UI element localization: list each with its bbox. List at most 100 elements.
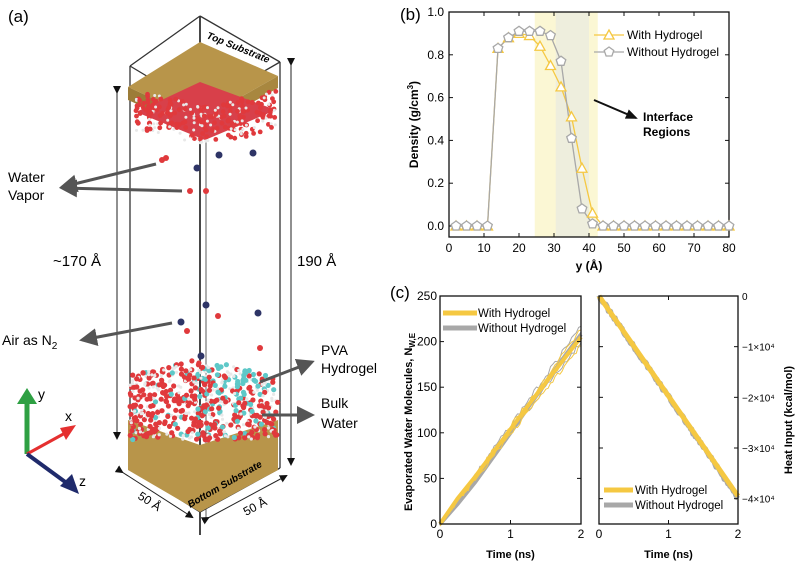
bulk-atom <box>134 384 140 390</box>
water-atom <box>200 140 204 144</box>
bulk-atom <box>183 368 189 374</box>
water-atom <box>259 113 265 119</box>
water-vapor-arrow-2 <box>59 179 183 198</box>
bulk-atom <box>177 391 181 395</box>
water-atom <box>266 122 271 127</box>
water-atom <box>270 96 275 101</box>
bulk-atom <box>206 368 212 374</box>
bulk-atom <box>129 428 135 434</box>
bulk-atom <box>152 392 158 398</box>
series-line-with-hydrogel <box>438 335 583 526</box>
water-atom <box>147 117 151 121</box>
bulk-atom <box>245 397 249 401</box>
bulk-atom <box>151 435 155 439</box>
bulk-atom <box>263 415 267 419</box>
data-point-without-hydrogel <box>639 220 651 231</box>
data-point-without-hydrogel <box>723 220 735 231</box>
water-atom <box>266 113 272 119</box>
water-atom <box>228 134 234 140</box>
bulk-atom <box>197 393 203 400</box>
air-arrow <box>79 321 173 347</box>
x-tick-label: 2 <box>735 527 742 541</box>
bulk-atom <box>162 368 166 372</box>
water-atom <box>198 108 204 113</box>
data-point-without-hydrogel <box>523 25 536 36</box>
water-atom <box>239 132 243 136</box>
bulk-atom <box>248 389 254 395</box>
water-atom <box>228 100 232 104</box>
y-tick-label: −2×10⁴ <box>742 393 775 404</box>
height-inner-label: ~170 Å <box>53 253 101 270</box>
water-atom <box>201 113 207 119</box>
water-atom <box>153 126 157 130</box>
bulk-atom <box>216 405 222 411</box>
bulk-atom <box>151 385 155 389</box>
water-atom <box>189 107 192 111</box>
data-point-with-hydrogel <box>554 80 568 92</box>
water-atom <box>192 128 196 132</box>
bulk-atom <box>265 405 272 411</box>
water-molecule <box>184 328 190 334</box>
bulk-atom <box>150 373 154 377</box>
bulk-atom <box>189 358 195 364</box>
water-atom <box>243 134 249 139</box>
y-tick-label: −1×10⁴ <box>742 343 775 354</box>
bulk-atom <box>203 402 210 408</box>
bulk-atom <box>241 391 247 397</box>
bulk-atom <box>162 420 168 427</box>
water-atom <box>168 125 172 129</box>
bulk-atom <box>236 435 242 441</box>
bulk-atom <box>172 421 178 427</box>
data-point-without-hydrogel <box>450 220 462 231</box>
height-outer-label: 190 Å <box>297 253 336 270</box>
y-tick-label: 0.0 <box>427 219 444 233</box>
x-tick-label: 40 <box>582 241 596 255</box>
bulk-atom <box>187 372 193 378</box>
x-tick-label: 2 <box>578 527 585 541</box>
bulk-atom <box>165 413 171 419</box>
water-atom <box>153 94 157 97</box>
water-molecule <box>187 188 193 194</box>
bulk-atom <box>188 388 194 394</box>
bulk-atom <box>140 370 146 376</box>
water-atom <box>229 121 235 126</box>
bulk-atom <box>204 391 210 397</box>
bulk-atom <box>131 389 135 394</box>
panel-label-c: (c) <box>390 283 410 302</box>
bulk-atom <box>199 364 206 370</box>
bulk-atom <box>212 425 218 431</box>
bulk-atom <box>156 388 160 392</box>
bulk-atom <box>168 391 174 397</box>
bulk-atom <box>270 379 276 385</box>
water-atom <box>212 120 217 125</box>
bulk-atom <box>174 370 179 374</box>
bulk-atom <box>225 370 229 374</box>
bulk-atom <box>129 421 133 425</box>
water-atom <box>269 122 273 126</box>
bulk-atom <box>255 383 261 389</box>
bulk-atom <box>192 385 198 391</box>
bulk-atom <box>220 395 226 401</box>
bulk-atom <box>238 372 242 376</box>
bulk-atom <box>192 396 198 402</box>
x-axis-title: y (Å) <box>576 258 603 273</box>
data-point-without-hydrogel <box>681 220 693 231</box>
water-atom <box>157 113 163 118</box>
bulk-atom <box>237 368 241 372</box>
bulk-atom <box>245 421 251 427</box>
y-axis-title: Heat Input (kcal/mol) <box>783 366 795 475</box>
water-atom <box>206 139 210 143</box>
bulk-atom <box>263 381 267 385</box>
data-point-without-hydrogel <box>712 220 725 231</box>
x-axis-label: x <box>65 408 72 424</box>
y-tick-label: −3×10⁴ <box>742 444 775 455</box>
bulk-atom <box>189 368 193 372</box>
bulk-atom <box>178 366 184 372</box>
bulk-atom <box>167 380 171 384</box>
water-atom <box>273 89 279 94</box>
bulk-atom <box>225 421 229 425</box>
water-atom <box>189 110 195 116</box>
water-atom <box>135 98 138 102</box>
water-atom <box>157 104 162 110</box>
bulk-atom <box>128 411 134 417</box>
